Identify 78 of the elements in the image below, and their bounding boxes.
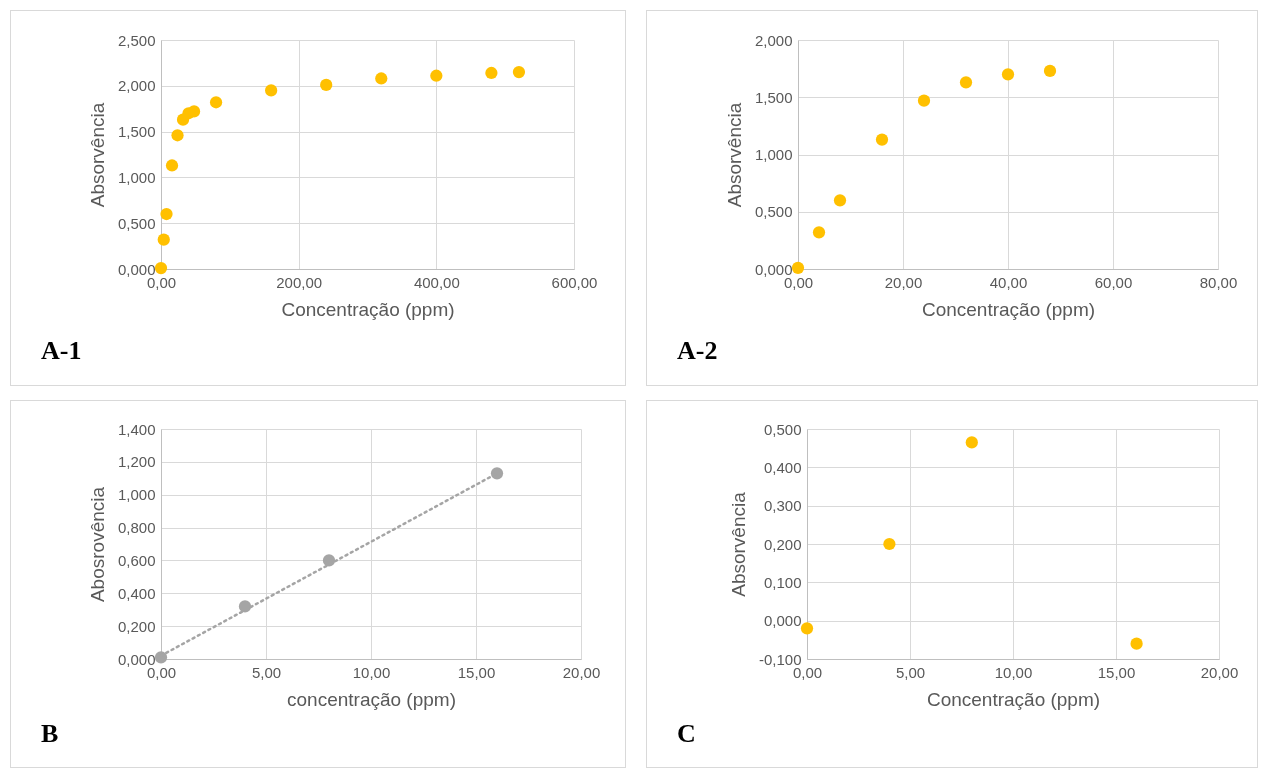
point <box>320 78 333 91</box>
x-tick-label: 15,00 <box>457 663 496 681</box>
point <box>1130 637 1143 650</box>
y-tick-label: 0,000 <box>754 260 793 278</box>
point <box>154 261 168 275</box>
point <box>1001 68 1015 81</box>
x-tick-label: 20,00 <box>562 663 601 681</box>
x-tick-label: 5,00 <box>895 663 926 681</box>
point <box>375 72 388 85</box>
point <box>265 84 278 97</box>
y-tick-label: 1,500 <box>117 123 156 141</box>
point <box>187 105 201 118</box>
y-tick-label: 1,200 <box>117 453 156 471</box>
y-axis-title: Absorvência <box>723 102 745 208</box>
point <box>800 622 814 635</box>
x-tick-label: 40,00 <box>989 273 1028 291</box>
y-tick-label: 0,400 <box>117 584 156 602</box>
text: A-2 <box>677 336 718 366</box>
y-tick-label: 0,600 <box>117 551 156 569</box>
text: C <box>677 719 696 749</box>
x-tick-label: 400,00 <box>413 273 460 291</box>
point <box>160 207 173 221</box>
y-tick-label: 0,500 <box>763 420 802 438</box>
point <box>209 96 223 109</box>
y-tick-label: 1,400 <box>117 420 156 438</box>
y-tick-label: 0,200 <box>117 617 156 635</box>
x-tick-label: 600,00 <box>551 273 598 291</box>
y-tick-label: -0,100 <box>758 650 802 668</box>
y-tick-label: 0,000 <box>117 650 156 668</box>
point <box>965 436 978 449</box>
x-tick-label: 20,00 <box>1200 663 1239 681</box>
y-tick-label: 2,500 <box>117 31 156 49</box>
y-tick-label: 0,200 <box>763 535 802 553</box>
point <box>917 94 931 107</box>
text: A-1 <box>41 336 82 366</box>
text: B <box>41 719 59 749</box>
x-tick-label: 200,00 <box>276 273 323 291</box>
y-tick-label: 2,000 <box>117 77 156 95</box>
y-tick-label: 1,000 <box>117 168 156 186</box>
point <box>875 133 889 146</box>
y-tick-label: 0,500 <box>754 203 793 221</box>
point <box>165 159 179 172</box>
x-axis-title: concentração (ppm) <box>287 688 456 710</box>
point <box>791 261 805 274</box>
point <box>512 65 526 79</box>
y-tick-label: 2,000 <box>754 31 793 49</box>
point <box>883 537 896 551</box>
y-axis-title: Absorvência <box>727 491 749 597</box>
point <box>157 233 170 246</box>
x-axis-title: Concentração (ppm) <box>281 298 455 320</box>
y-tick-label: 0,800 <box>117 519 156 537</box>
x-tick-label: 20,00 <box>884 273 923 291</box>
point <box>833 194 847 207</box>
y-tick-label: 0,300 <box>763 497 802 515</box>
y-tick-label: 1,000 <box>117 486 156 504</box>
x-tick-label: 10,00 <box>994 663 1033 681</box>
x-axis-title: Concentração (ppm) <box>926 688 1101 710</box>
y-axis-title: Absorvência <box>86 102 108 208</box>
x-tick-label: 10,00 <box>352 663 391 681</box>
point <box>485 66 498 80</box>
x-tick-label: 80,00 <box>1199 273 1238 291</box>
x-axis-title: Concentração (ppm) <box>921 298 1096 320</box>
y-axis-title: Abosrovência <box>86 486 108 603</box>
point <box>959 76 973 89</box>
point <box>430 69 443 82</box>
x-tick-label: 15,00 <box>1097 663 1136 681</box>
y-tick-label: 1,000 <box>754 146 793 163</box>
y-tick-label: 0,500 <box>117 214 156 232</box>
y-tick-label: 1,500 <box>754 88 793 106</box>
point <box>1043 64 1057 78</box>
y-tick-label: 0,400 <box>763 458 802 476</box>
y-tick-label: 0,000 <box>117 260 156 278</box>
point <box>812 226 826 239</box>
point <box>171 129 184 142</box>
y-tick-label: 0,000 <box>763 612 802 630</box>
x-tick-label: 5,00 <box>251 663 282 681</box>
y-tick-label: 0,100 <box>763 573 802 591</box>
x-tick-label: 60,00 <box>1094 273 1133 291</box>
